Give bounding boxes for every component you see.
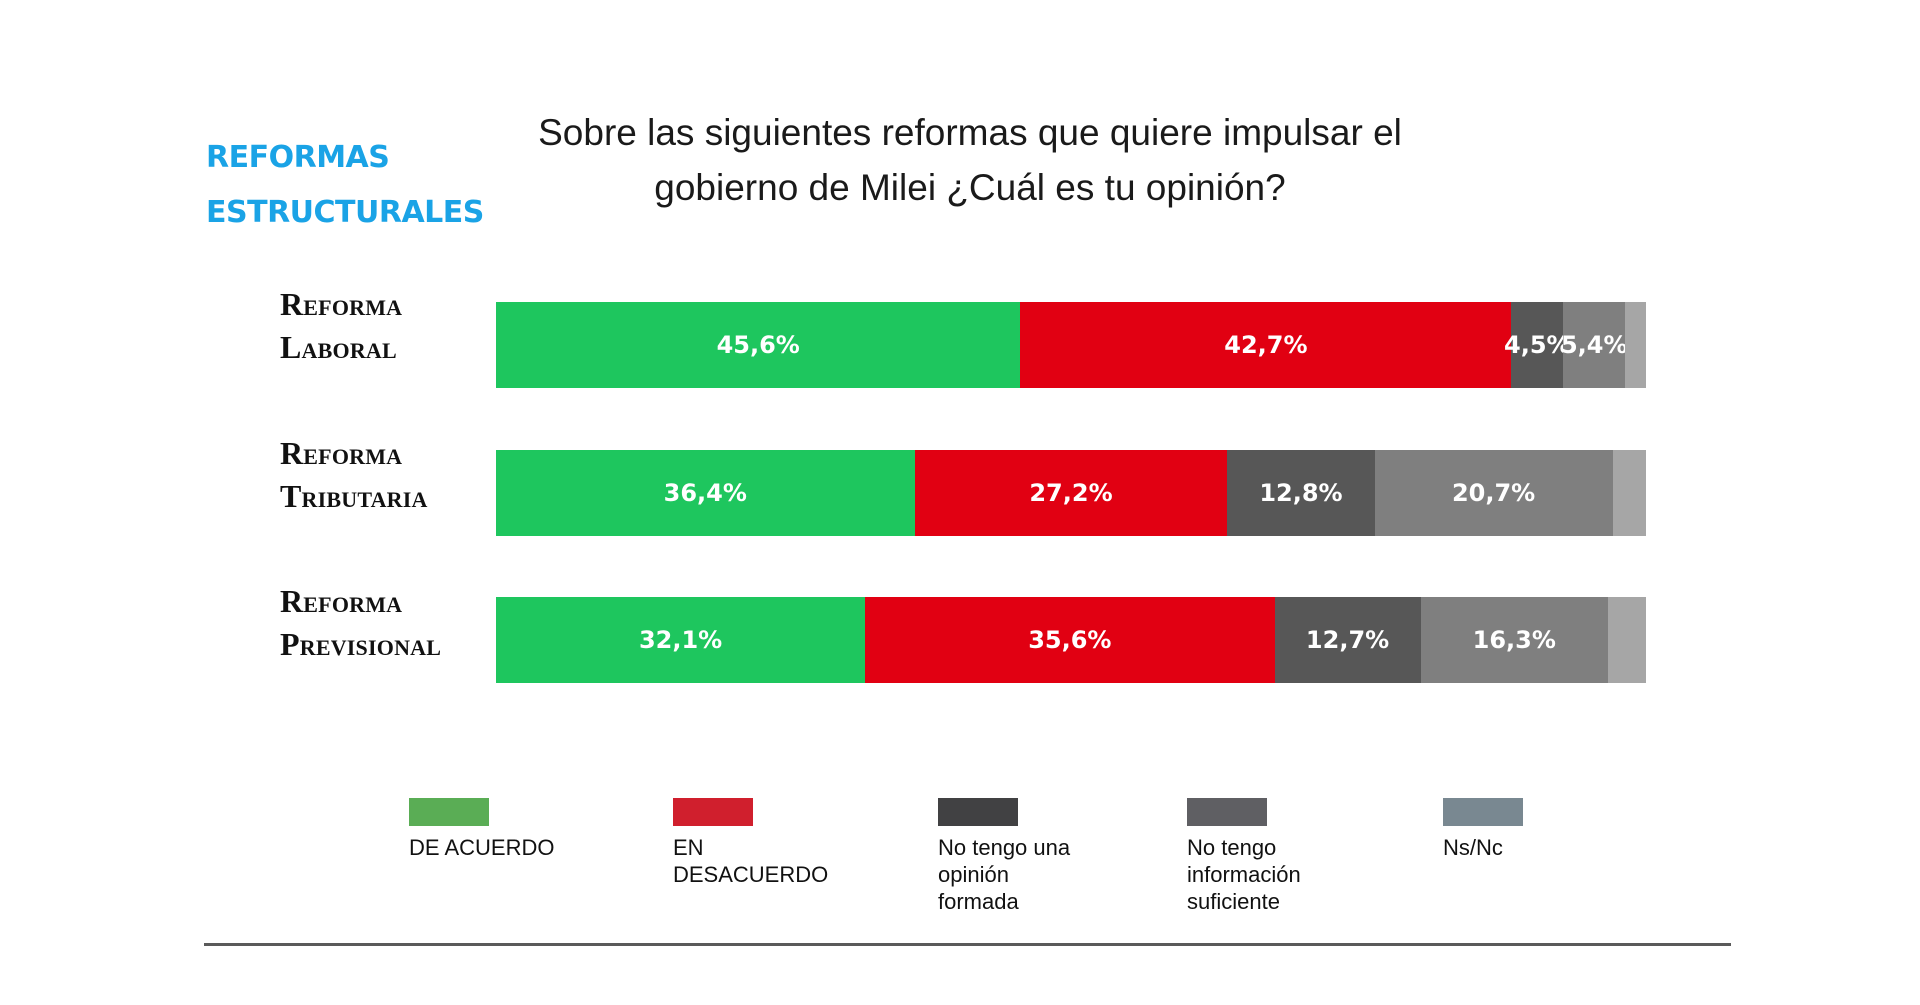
data-label: 36,4%	[663, 479, 747, 507]
bottom-divider	[204, 943, 1731, 946]
legend-item: No tengo una opinión formada	[938, 798, 1138, 915]
category-label: Reforma Tributaria	[280, 432, 428, 518]
bar-segment	[1625, 302, 1646, 388]
chart-title-line2: gobierno de Milei ¿Cuál es tu opinión?	[654, 167, 1286, 208]
category-label: Reforma Laboral	[280, 283, 402, 369]
category-label-line1: Reforma	[280, 583, 403, 619]
data-label: 35,6%	[1028, 626, 1112, 654]
bar-segment: 32,1%	[496, 597, 866, 683]
legend-label-line: Ns/Nc	[1443, 835, 1503, 860]
legend-swatch	[409, 798, 489, 826]
legend-label: DE ACUERDO	[409, 834, 599, 861]
category-label-line2: Laboral	[280, 329, 397, 365]
stacked-bar: 32,1% 35,6% 12,7% 16,3%	[496, 597, 1646, 683]
category-label-line2: Previsional	[280, 626, 442, 662]
legend-label-line: EN DESACUERDO	[673, 835, 829, 887]
bar-segment: 16,3%	[1420, 597, 1609, 683]
legend-label-line: formada	[938, 889, 1019, 914]
legend-swatch	[673, 798, 753, 826]
data-label: 12,8%	[1259, 479, 1343, 507]
category-label-line1: Reforma	[280, 286, 403, 322]
data-label: 12,7%	[1305, 626, 1390, 654]
bar-segment: 45,6%	[496, 302, 1021, 388]
stacked-bar: 45,6% 42,7% 4,5% 5,4%	[496, 302, 1646, 388]
chart-title-line1: Sobre las siguientes reformas que quiere…	[538, 112, 1402, 153]
bar-segment: 5,4%	[1560, 302, 1628, 388]
legend-label-line: No tengo una	[938, 835, 1071, 860]
legend-swatch	[1187, 798, 1267, 826]
section-label-line2: ESTRUCTURALES	[206, 195, 484, 230]
bar-segment: 4,5%	[1504, 302, 1571, 388]
legend-label-line: suficiente	[1187, 889, 1280, 914]
data-label: 5,4%	[1560, 331, 1628, 359]
bar-segment: 36,4%	[496, 450, 915, 536]
legend-label: EN DESACUERDO	[673, 834, 863, 888]
category-label: Reforma Previsional	[280, 580, 441, 666]
category-label-line2: Tributaria	[280, 478, 428, 514]
legend-swatch	[1443, 798, 1523, 826]
legend-label: No tengo una opinión formada	[938, 834, 1128, 915]
legend-item: No tengo información suficiente	[1187, 798, 1387, 915]
category-label-line1: Reforma	[280, 435, 403, 471]
stacked-bar: 36,4% 27,2% 12,8% 20,7%	[496, 450, 1646, 536]
bar-segment: 12,7%	[1274, 597, 1421, 683]
legend-item: DE ACUERDO	[409, 798, 609, 861]
data-label: 45,6%	[716, 331, 800, 359]
legend-label-line: información	[1187, 862, 1301, 887]
data-label: 16,3%	[1472, 626, 1556, 654]
legend-label: Ns/Nc	[1443, 834, 1633, 861]
bar-segment: 35,6%	[865, 597, 1275, 683]
bar-segment: 20,7%	[1374, 450, 1613, 536]
legend-swatch	[938, 798, 1018, 826]
legend-item: Ns/Nc	[1443, 798, 1643, 861]
data-label: 32,1%	[638, 626, 723, 654]
bar-segment	[1608, 597, 1646, 683]
data-label: 20,7%	[1451, 479, 1536, 507]
bar-segment: 42,7%	[1020, 302, 1512, 388]
chart-title: Sobre las siguientes reformas que quiere…	[420, 105, 1520, 215]
bar-segment: 27,2%	[914, 450, 1228, 536]
legend-label-line: opinión	[938, 862, 1009, 887]
data-label: 4,5%	[1504, 331, 1571, 359]
legend-label-line: No tengo	[1187, 835, 1277, 860]
data-label: 27,2%	[1029, 479, 1113, 507]
legend-label: No tengo información suficiente	[1187, 834, 1377, 915]
section-label-line1: REFORMAS	[206, 140, 390, 175]
legend-item: EN DESACUERDO	[673, 798, 873, 888]
data-label: 42,7%	[1224, 331, 1308, 359]
bar-segment: 12,8%	[1227, 450, 1375, 536]
legend-label-line: DE ACUERDO	[409, 835, 555, 860]
bar-segment	[1612, 450, 1646, 536]
